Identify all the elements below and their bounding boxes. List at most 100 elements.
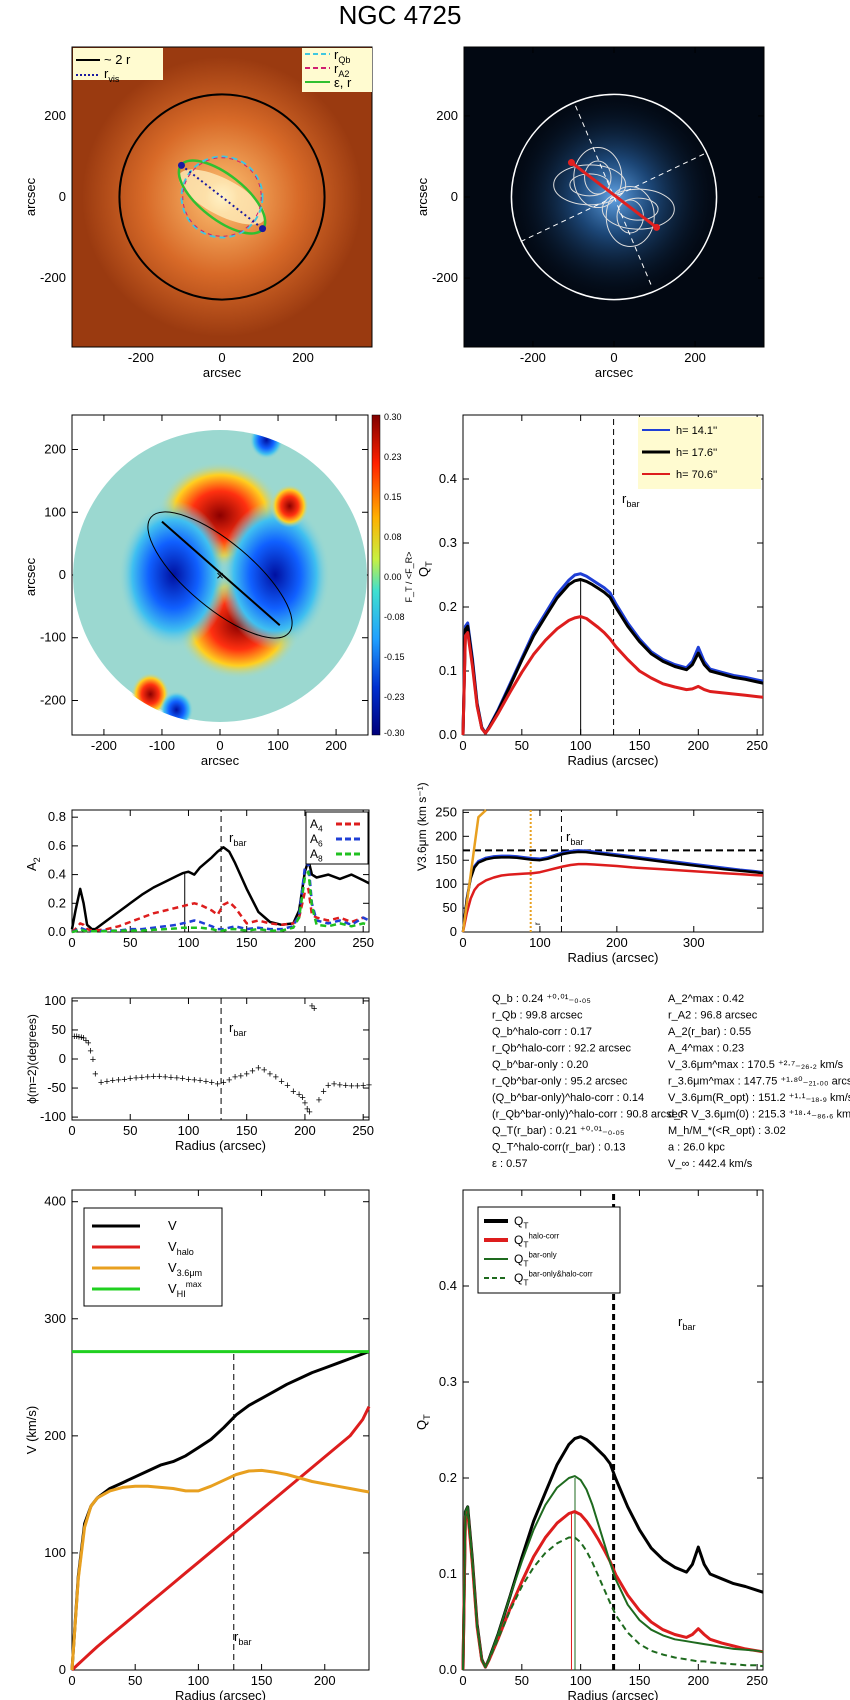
table-cell: d_R V_3.6μm(0) : 215.3 ⁺¹⁸·⁴₋₈₆.₆ km/s/k… bbox=[668, 1109, 850, 1121]
y-axis-label: QT bbox=[416, 561, 434, 577]
rbar-annotation: rbar bbox=[234, 1629, 252, 1647]
legend-label: QT bbox=[514, 1214, 528, 1231]
bar-endpoint bbox=[177, 161, 185, 169]
colorbar-tick-label: 0.30 bbox=[384, 412, 402, 422]
phase-point: + bbox=[150, 1071, 156, 1083]
series-line bbox=[70, 846, 370, 931]
x-tick-label: 50 bbox=[515, 1673, 529, 1688]
y-tick-label: 200 bbox=[436, 108, 458, 123]
plot-frame bbox=[71, 414, 369, 736]
x-axis-label: Radius (arcsec) bbox=[567, 1688, 658, 1700]
x-tick-label: -100 bbox=[149, 738, 175, 753]
legend-label: ε, r bbox=[334, 75, 352, 90]
table-cell: Q_T(r_bar) : 0.21 ⁺⁰·⁰¹₋₀.₀₅ bbox=[492, 1125, 624, 1137]
rbar-annotation: rbar bbox=[622, 491, 640, 509]
table-cell: a : 26.0 kpc bbox=[668, 1142, 725, 1154]
legend-label: rvis bbox=[104, 66, 120, 84]
heatmap-blob bbox=[219, 500, 331, 650]
center-marker: × bbox=[216, 568, 224, 583]
y-axis-label: V (km/s) bbox=[24, 1406, 39, 1454]
series-line bbox=[71, 870, 370, 934]
x-tick-label: 0 bbox=[68, 1673, 75, 1688]
phase-point: + bbox=[296, 1089, 302, 1101]
rbar-annotation: rbar bbox=[678, 1314, 696, 1332]
contour bbox=[605, 185, 655, 247]
colorbar-tick-label: 0.08 bbox=[384, 532, 402, 542]
rbar-annotation: rbar bbox=[229, 1020, 247, 1038]
series-line bbox=[461, 849, 764, 933]
series-line bbox=[461, 850, 764, 933]
x-tick-label: 200 bbox=[606, 935, 628, 950]
phase-point: + bbox=[325, 1080, 331, 1092]
x-tick-label: 200 bbox=[687, 1673, 709, 1688]
y-tick-label: 0.2 bbox=[439, 1470, 457, 1485]
phase-point: + bbox=[78, 1032, 84, 1044]
phase-point: + bbox=[290, 1086, 296, 1098]
y-tick-label: 0.0 bbox=[48, 924, 66, 939]
phase-point: + bbox=[115, 1074, 121, 1086]
panel-decomposition: 0 50 100 150 200 0 100 200 300 400 Radius (arcsec)… bbox=[24, 1189, 371, 1700]
contour bbox=[569, 173, 610, 197]
y-tick-label: 100 bbox=[44, 504, 66, 519]
panel-qt-corrected: 0 50 100 150 200 250 0.0 0.1 0.2 0.3 0.4 Radius (ar… bbox=[414, 1189, 768, 1700]
phase-point: + bbox=[144, 1071, 150, 1083]
phase-point: + bbox=[238, 1070, 244, 1082]
y-tick-label: 0.4 bbox=[439, 471, 457, 486]
table-cell: ε : 0.57 bbox=[492, 1158, 527, 1170]
legend-box-right bbox=[302, 48, 372, 92]
phase-point: + bbox=[302, 1098, 308, 1110]
phase-point: + bbox=[249, 1066, 255, 1078]
plot-frame bbox=[462, 809, 764, 933]
table-cell: A_2(r_bar) : 0.55 bbox=[668, 1026, 751, 1038]
x-tick-label: 250 bbox=[352, 1123, 374, 1138]
heatmap-blob bbox=[159, 691, 194, 724]
y-axis-label: V3.6μm (km s⁻¹) bbox=[415, 782, 429, 871]
circle-rQb bbox=[180, 155, 264, 239]
y-tick-label: -200 bbox=[40, 270, 66, 285]
x-tick-label: 150 bbox=[629, 1673, 651, 1688]
contour bbox=[601, 188, 675, 230]
phase-point: + bbox=[185, 1074, 191, 1086]
y-tick-label: 250 bbox=[435, 804, 457, 819]
colorbar-tick-label: -0.30 bbox=[384, 728, 405, 738]
y-tick-label: 300 bbox=[44, 1311, 66, 1326]
y-tick-label: 0 bbox=[59, 1051, 66, 1066]
x-axis-label: Radius (arcsec) bbox=[175, 1688, 266, 1700]
phase-point: + bbox=[278, 1076, 284, 1088]
table-cell: r_A2 : 96.8 arcsec bbox=[668, 1010, 758, 1022]
y-tick-label: 0.4 bbox=[48, 867, 66, 882]
y-tick-label: -200 bbox=[40, 692, 66, 707]
y-axis-label: arcsec bbox=[415, 177, 430, 216]
series-line bbox=[70, 1468, 370, 1671]
x-tick-label: 100 bbox=[178, 1123, 200, 1138]
x-tick-label: 200 bbox=[325, 738, 347, 753]
table-cell: A_2^max : 0.42 bbox=[668, 993, 744, 1005]
phase-point: + bbox=[299, 1092, 305, 1104]
legend-label: A8 bbox=[310, 847, 323, 864]
y-tick-label: 0.0 bbox=[439, 727, 457, 742]
series-line bbox=[462, 1510, 764, 1671]
x-tick-label: 0 bbox=[459, 738, 466, 753]
phase-point: + bbox=[311, 1003, 317, 1015]
legend-label: rQb bbox=[334, 47, 350, 65]
circle-rA2 bbox=[182, 157, 262, 237]
y-axis-label: A2 bbox=[24, 857, 42, 871]
x-tick-label: 100 bbox=[529, 935, 551, 950]
y-axis-label: ϕ(m=2)(degrees) bbox=[25, 1014, 39, 1104]
x-tick-label: 150 bbox=[236, 935, 258, 950]
phase-point: + bbox=[76, 1031, 82, 1043]
legend-label: V3.6μm bbox=[168, 1260, 202, 1278]
x-tick-label: 150 bbox=[251, 1673, 273, 1688]
phase-point: + bbox=[191, 1074, 197, 1086]
y-tick-label: 200 bbox=[44, 108, 66, 123]
rmax-annotation: r bbox=[533, 922, 542, 925]
phase-point: + bbox=[121, 1074, 127, 1086]
legend-label: A6 bbox=[310, 832, 323, 849]
phase-point: + bbox=[261, 1064, 267, 1076]
x-tick-label: 0 bbox=[459, 935, 466, 950]
x-axis-label: arcsec bbox=[203, 365, 242, 380]
x-tick-label: -200 bbox=[91, 738, 117, 753]
x-tick-label: 0 bbox=[610, 350, 617, 365]
bar-line bbox=[570, 161, 658, 229]
phase-point: + bbox=[304, 1103, 310, 1115]
